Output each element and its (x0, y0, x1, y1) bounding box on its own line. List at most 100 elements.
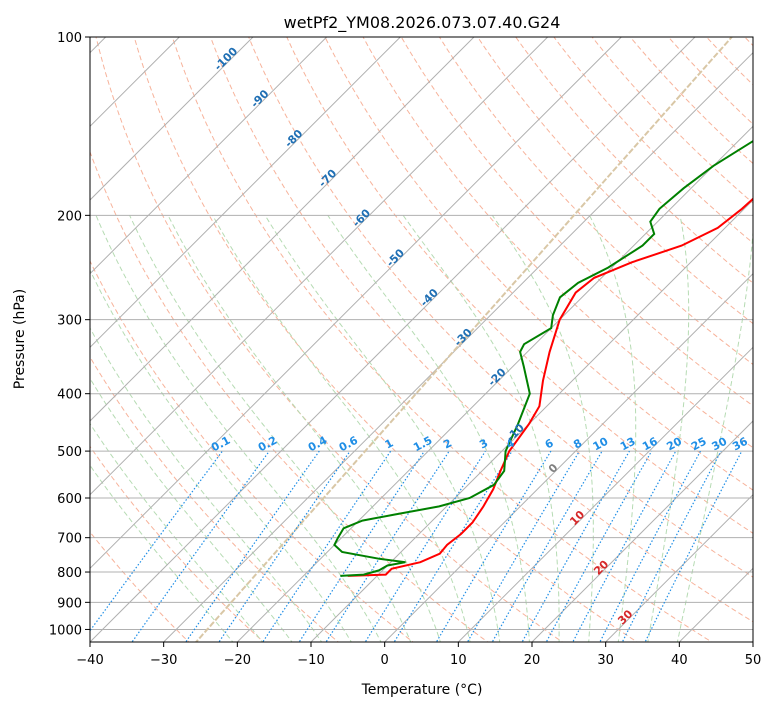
y-tick-label: 700 (57, 532, 82, 547)
mixing-ratio-line (90, 450, 223, 632)
isotherm-label: -70 (316, 167, 339, 190)
background-grid (90, 24, 775, 645)
dry-adiabat (90, 259, 414, 642)
dry-adiabat (286, 37, 753, 534)
isotherm-label: -100 (212, 44, 241, 73)
y-tick-label: 400 (57, 388, 82, 403)
dry-adiabat (705, 37, 753, 86)
axes: −40 −30 −20 −10 0 10 20 30 40 50 100 200 300 400 500 60… (49, 31, 761, 668)
moist-adiabat (491, 215, 594, 642)
isotherm-label: -20 (485, 365, 508, 388)
moist-adiabat (167, 215, 441, 642)
dry-adiabat (248, 37, 753, 578)
mixing-ratio-label: 20 (664, 435, 684, 454)
dry-adiabat (90, 445, 265, 642)
y-tick-label: 300 (57, 314, 82, 329)
x-tick-label: −20 (224, 653, 251, 668)
isotherm (90, 37, 475, 422)
y-tick-label: 200 (57, 209, 82, 224)
isotherm (236, 125, 753, 642)
y-tick-label: 800 (57, 566, 82, 581)
dry-adiabat (438, 37, 753, 366)
mixing-ratio-line (325, 450, 450, 642)
mixing-ratio-line (364, 450, 486, 642)
dry-adiabat (515, 37, 753, 284)
moist-adiabat (212, 215, 471, 642)
x-tick-label: −40 (76, 653, 103, 668)
isotherm-label: -50 (384, 246, 407, 269)
x-tick-label: −10 (297, 653, 324, 668)
isotherm (90, 37, 622, 570)
isotherm (90, 37, 696, 642)
dry-adiabat (90, 531, 190, 642)
moist-adiabat (95, 215, 382, 642)
moist-adiabat (589, 215, 637, 642)
moist-adiabat (327, 215, 530, 642)
isotherm (605, 493, 753, 642)
moist-adiabat (676, 226, 753, 642)
mixing-ratio-label: 6 (543, 436, 556, 451)
y-tick-label: 900 (57, 596, 82, 611)
dry-adiabat (770, 24, 775, 645)
mixing-ratio-label: 25 (689, 435, 709, 454)
x-tick-label: 10 (450, 653, 467, 668)
mixing-ratio-label: 13 (618, 435, 638, 454)
moist-adiabat (129, 215, 412, 642)
dry-adiabat (591, 37, 753, 204)
temperature-trace (347, 197, 753, 577)
y-tick-label: 1000 (49, 623, 82, 638)
mixing-ratio-label: 10 (591, 435, 611, 454)
mixing-ratio-line (621, 450, 722, 642)
isotherm (384, 272, 753, 642)
x-tick-label: 30 (597, 653, 614, 668)
isotherm (310, 199, 753, 642)
isotherm (457, 346, 753, 642)
dry-adiabat (362, 37, 753, 449)
isotherm-label: 20 (591, 557, 611, 577)
line-labels: 0.1 0.2 0.4 0.6 1 1.5 2 3 4 6 8 10 13 16 20 25 30 36-100-… (209, 44, 750, 677)
mixing-ratio-line (599, 450, 702, 642)
mixing-ratio-line (491, 450, 603, 642)
isotherm (531, 420, 753, 642)
reference-curve (194, 37, 734, 642)
mixing-ratio-label: 16 (640, 435, 660, 454)
isotherm-label: 30 (615, 607, 635, 627)
moist-adiabat (264, 215, 501, 642)
x-tick-label: 50 (745, 653, 762, 668)
isotherm (90, 37, 328, 275)
isotherm (163, 51, 753, 642)
isotherm-label: -40 (418, 286, 441, 309)
moist-adiabat (90, 377, 293, 642)
x-axis-label: Temperature (°C) (361, 682, 483, 698)
dry-adiabat (667, 37, 753, 125)
isotherm-label: 10 (567, 508, 587, 528)
mixing-ratio-line (393, 450, 513, 642)
plot-frame (89, 36, 754, 643)
y-tick-label: 600 (57, 492, 82, 507)
moist-adiabat (402, 215, 560, 642)
isotherm (90, 37, 401, 349)
mixing-ratio-line (435, 450, 552, 642)
x-tick-label: 0 (381, 653, 389, 668)
dry-adiabat (90, 150, 489, 642)
moist-adiabat (90, 422, 264, 642)
mixing-ratio-line (131, 450, 270, 642)
mixing-ratio-label: 2 (441, 436, 454, 451)
dry-adiabat (171, 37, 713, 642)
y-tick-label: 100 (57, 31, 82, 46)
isotherm-label: -80 (282, 127, 305, 150)
x-tick-label: 40 (671, 653, 688, 668)
isotherm (752, 641, 753, 642)
mixing-ratio-label: 3 (477, 436, 490, 451)
isotherm-label: 40 (639, 657, 659, 677)
sounding-traces (333, 139, 753, 577)
mixing-ratio-line (644, 450, 743, 642)
dry-adiabat (133, 37, 638, 642)
y-axis-label: Pressure (hPa) (12, 289, 28, 389)
mixing-ratio-label: 30 (710, 435, 730, 454)
y-tick-label: 500 (57, 445, 82, 460)
mixing-ratio-line (572, 450, 677, 642)
x-tick-label: −30 (150, 653, 177, 668)
dry-adiabat (324, 37, 753, 491)
dry-adiabat (744, 37, 753, 47)
